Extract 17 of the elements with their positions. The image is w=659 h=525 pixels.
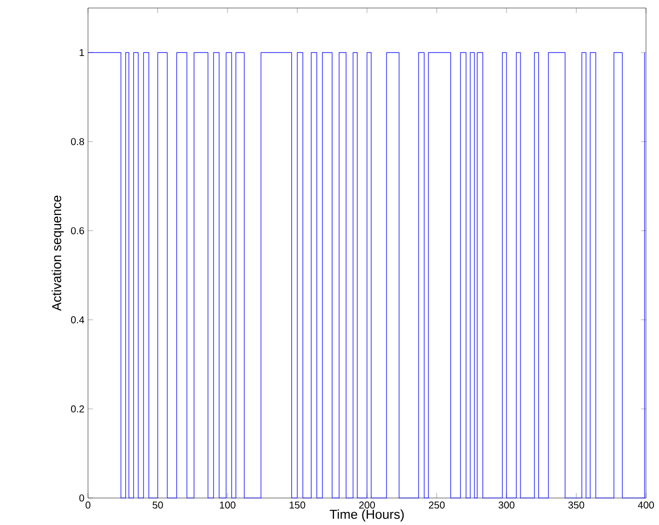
x-tick-label: 400 — [638, 502, 654, 509]
y-tick-label: 0.6 — [71, 227, 84, 234]
x-tick-label: 50 — [152, 502, 163, 509]
y-tick-label: 0.2 — [71, 405, 84, 413]
y-tick-label: 0.8 — [71, 138, 84, 146]
x-tick-label: 0 — [86, 502, 90, 509]
y-tick-label: 0 — [79, 494, 84, 502]
x-tick-label: 100 — [220, 502, 236, 509]
x-tick-label: 200 — [359, 502, 375, 509]
y-tick-label: 1 — [80, 49, 84, 56]
y-tick-label: 0.4 — [71, 316, 84, 324]
x-axis-title: Time (Hours) — [330, 510, 404, 522]
x-tick-label: 300 — [498, 502, 514, 509]
x-tick-label: 250 — [428, 502, 445, 509]
x-tick-label: 350 — [568, 502, 584, 509]
x-tick-label: 150 — [290, 502, 306, 509]
y-axis-title: Activation sequence — [52, 196, 64, 312]
